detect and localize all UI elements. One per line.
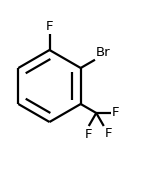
Text: F: F xyxy=(46,20,53,33)
Text: F: F xyxy=(105,127,112,140)
Text: Br: Br xyxy=(96,46,110,59)
Text: F: F xyxy=(85,128,93,141)
Text: F: F xyxy=(112,106,120,119)
